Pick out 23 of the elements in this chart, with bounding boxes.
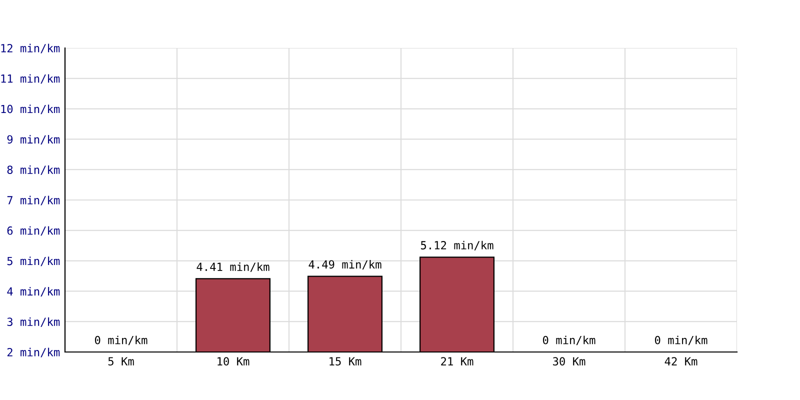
x-tick-label: 10 Km bbox=[218, 357, 250, 366]
x-tick-label: 21 Km bbox=[441, 357, 474, 366]
text: 0 min/km bbox=[94, 336, 148, 346]
y-tick-label: 7 min/km bbox=[7, 196, 60, 206]
y-tick-label: 4 min/km bbox=[7, 287, 60, 296]
x-tick-label: 5 Km bbox=[108, 357, 134, 366]
y-tick-label: 11 min/km bbox=[1, 74, 60, 84]
y-tick-label: 10 min/km bbox=[1, 104, 60, 114]
text: 0 min/km bbox=[542, 336, 596, 346]
y-tick-label: 3 min/km bbox=[7, 317, 60, 327]
data-label: 4.49 min/km bbox=[308, 260, 382, 270]
data-label: 4.41 min/km bbox=[196, 262, 270, 272]
text: 0 min/km bbox=[654, 336, 708, 346]
y-tick-label: 9 min/km bbox=[7, 135, 60, 144]
x-tick-label: 15 Km bbox=[330, 357, 362, 366]
y-tick-label: 5 min/km bbox=[7, 256, 60, 266]
y-tick-label: 12 min/km bbox=[1, 44, 60, 54]
data-label: 5.12 min/km bbox=[420, 240, 494, 250]
x-tick-label: 30 Km bbox=[553, 357, 586, 366]
y-tick-label: 2 min/km bbox=[7, 348, 60, 358]
x-tick-label: 42 Km bbox=[664, 357, 698, 366]
y-tick-label: 8 min/km bbox=[7, 165, 60, 175]
y-tick-label: 6 min/km bbox=[7, 226, 60, 236]
